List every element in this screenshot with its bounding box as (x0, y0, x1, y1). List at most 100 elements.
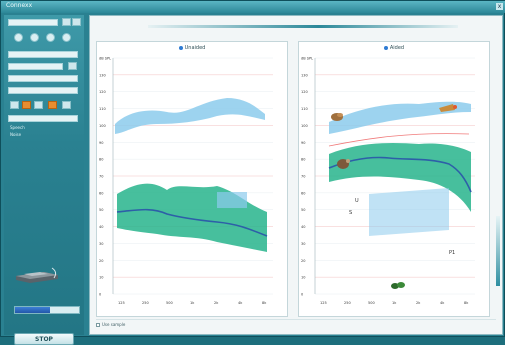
y-tick-label: 30 (301, 242, 305, 246)
y-tick-label: dB SPL (301, 57, 313, 61)
x-tick-label: 1k (190, 301, 195, 305)
right-threshold-line (328, 133, 470, 147)
channel-button-1[interactable] (10, 101, 19, 109)
y-tick-label: 80 (99, 158, 103, 162)
x-tick-label: 2k (214, 301, 219, 305)
right-chart-title: Aided (299, 45, 489, 51)
marker-s: S (349, 210, 352, 216)
y-tick-label: 130 (99, 73, 106, 77)
title-bar: Connexx x (1, 1, 505, 13)
y-tick-label: 100 (99, 124, 106, 128)
footer-bar: Use sample (96, 319, 496, 328)
marker-u: U (355, 198, 359, 204)
y-tick-label: 70 (99, 175, 103, 179)
window-title: Connexx (6, 2, 33, 9)
x-tick-label: 125 (320, 301, 327, 305)
x-tick-label: 4k (440, 301, 445, 305)
dog-icon (337, 159, 350, 169)
y-tick-label: 40 (301, 225, 305, 229)
speaker-icon[interactable] (30, 33, 39, 42)
sidebar-button-2[interactable] (72, 18, 81, 26)
y-tick-label: 0 (301, 293, 303, 297)
y-tick-label: 120 (99, 90, 106, 94)
main-area: Unaided dB SPL 130 120 110 100 90 80 70 60 50 40 30… (89, 15, 503, 335)
y-tick-label: 10 (301, 276, 305, 280)
left-sidebar: Speech Noise STOP (4, 15, 84, 345)
y-tick-label: 50 (99, 208, 103, 212)
input-field-1[interactable] (8, 51, 78, 58)
y-tick-label: 130 (301, 73, 308, 77)
y-tick-label: 70 (301, 175, 305, 179)
measurement-progress-bar (14, 306, 80, 314)
channel-button-2[interactable] (22, 101, 31, 109)
x-tick-label: 250 (142, 301, 149, 305)
left-chart-panel: Unaided dB SPL 130 120 110 100 90 80 70 60 50 40 30… (96, 41, 288, 317)
slider-track[interactable] (148, 25, 458, 28)
y-tick-label: 10 (99, 276, 103, 280)
left-chart-dot-icon (178, 45, 183, 50)
left-upper-band (115, 98, 265, 134)
y-tick-label: 30 (99, 242, 103, 246)
left-curve (116, 208, 268, 237)
channel-button-4[interactable] (48, 101, 57, 109)
y-tick-label: 20 (99, 259, 103, 263)
option-noise[interactable]: Noise (10, 132, 22, 137)
y-tick-label: 90 (99, 141, 103, 145)
y-tick-label: 110 (301, 107, 308, 111)
close-icon[interactable]: x (496, 3, 503, 10)
right-upper-band (329, 101, 471, 134)
program-field[interactable] (8, 19, 58, 26)
y-tick-label: 0 (99, 293, 101, 297)
leaves-icon (391, 282, 405, 289)
progress-fill (15, 307, 51, 313)
input-field-4[interactable] (8, 87, 78, 94)
use-sample-label: Use sample (102, 322, 126, 327)
x-tick-label: 4k (238, 301, 243, 305)
ear-right-icon[interactable] (62, 33, 71, 42)
vertical-scrollbar[interactable] (496, 216, 500, 286)
left-light-band (217, 192, 247, 208)
y-tick-label: 120 (301, 90, 308, 94)
x-tick-label: 500 (368, 301, 375, 305)
level-slider[interactable] (148, 19, 458, 33)
y-tick-label: 90 (301, 141, 305, 145)
left-chart-title: Unaided (97, 45, 287, 51)
x-tick-label: 2k (416, 301, 421, 305)
x-tick-label: 250 (344, 301, 351, 305)
right-chart-dot-icon (383, 45, 388, 50)
y-tick-label: dB SPL (99, 57, 111, 61)
y-tick-label: 100 (301, 124, 308, 128)
hearing-device-icon (16, 267, 58, 283)
x-tick-label: 1k (392, 301, 397, 305)
y-tick-label: 50 (301, 208, 305, 212)
microphone-icon[interactable] (46, 33, 55, 42)
y-tick-label: 60 (99, 191, 103, 195)
use-sample-checkbox[interactable] (96, 323, 100, 327)
right-speech-band (329, 143, 471, 212)
marker-p1: P1 (449, 250, 455, 256)
ear-left-icon[interactable] (14, 33, 23, 42)
y-tick-label: 60 (301, 191, 305, 195)
stop-button[interactable]: STOP (14, 333, 74, 345)
x-tick-label: 125 (118, 301, 125, 305)
y-tick-label: 80 (301, 158, 305, 162)
y-tick-label: 20 (301, 259, 305, 263)
x-tick-label: 8k (464, 301, 469, 305)
option-speech[interactable]: Speech (10, 125, 25, 130)
bird-icon (331, 113, 343, 121)
y-tick-label: 110 (99, 107, 106, 111)
sidebar-button-1[interactable] (62, 18, 71, 26)
y-tick-label: 40 (99, 225, 103, 229)
selector-field[interactable] (8, 115, 78, 122)
right-chart-panel: Aided dB SPL 130 120 110 100 90 80 70 60 50 40 30 20… (298, 41, 490, 317)
right-curve (328, 156, 472, 193)
input-field-3[interactable] (8, 75, 78, 82)
channel-button-3[interactable] (34, 101, 43, 109)
right-light-band (369, 188, 449, 236)
channel-button-5[interactable] (62, 101, 71, 109)
input-field-2-button[interactable] (68, 62, 77, 70)
input-field-2[interactable] (8, 63, 63, 70)
